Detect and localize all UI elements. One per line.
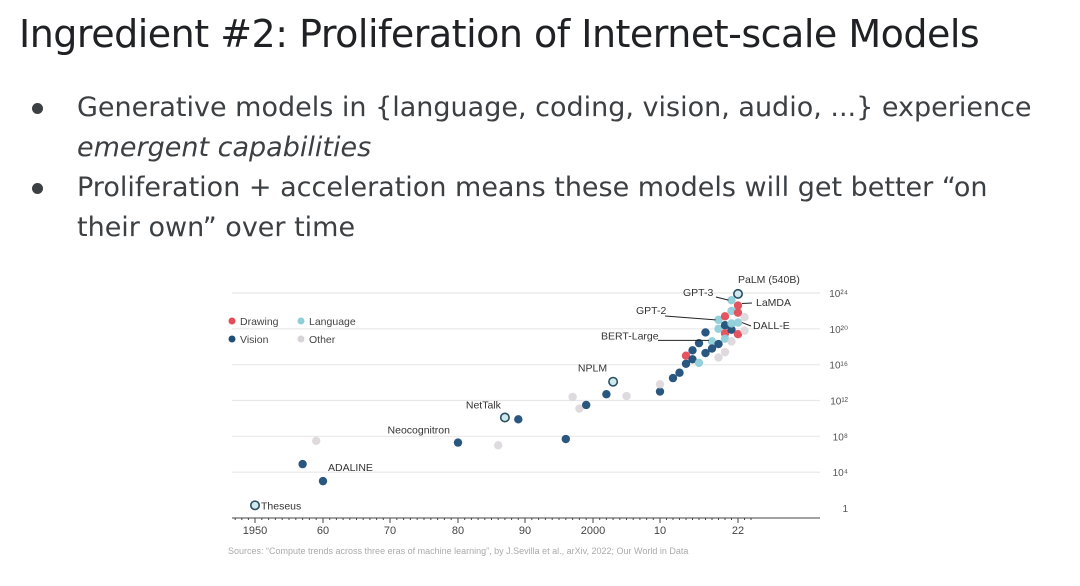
data-point xyxy=(720,334,730,343)
data-point xyxy=(622,391,631,401)
legend-label: Drawing xyxy=(240,316,279,328)
data-point xyxy=(714,315,723,325)
data-point xyxy=(453,438,463,447)
data-point xyxy=(681,351,691,360)
bullet-text: Proliferation + acceleration means these… xyxy=(77,172,988,243)
legend-label: Vision xyxy=(240,334,269,346)
data-point xyxy=(575,404,584,413)
data-point xyxy=(568,392,577,402)
data-point xyxy=(608,376,619,387)
x-tick-label: 90 xyxy=(519,525,531,537)
data-point xyxy=(514,415,523,424)
annotation-leader-line xyxy=(741,322,752,327)
data-point xyxy=(298,459,307,469)
data-point xyxy=(714,324,723,334)
x-tick-label: 80 xyxy=(452,525,464,537)
data-point xyxy=(727,306,736,316)
data-point xyxy=(733,308,743,317)
point-label: LaMDA xyxy=(756,297,791,309)
legend-swatch xyxy=(297,335,305,343)
point-label: NPLM xyxy=(578,363,607,375)
data-point xyxy=(720,347,730,357)
point-label: GPT-2 xyxy=(636,305,667,317)
x-tick-label: 22 xyxy=(732,525,744,537)
point-label: BERT-Large xyxy=(601,330,659,342)
y-tick-label: 10¹² xyxy=(830,397,848,408)
data-point xyxy=(733,301,743,310)
point-label: Theseus xyxy=(261,500,301,512)
data-point xyxy=(733,318,743,327)
x-tick-label: 2000 xyxy=(581,525,605,537)
x-tick-label: 1950 xyxy=(243,525,267,537)
point-label: Neocognitron xyxy=(388,425,451,437)
annotation-leader-line xyxy=(715,296,729,301)
data-point xyxy=(732,288,743,299)
data-point xyxy=(733,330,743,339)
x-tick-label: 70 xyxy=(384,525,396,537)
data-point xyxy=(740,312,749,322)
data-point xyxy=(727,319,736,328)
data-point xyxy=(727,325,736,334)
data-point xyxy=(602,390,611,399)
data-point xyxy=(727,337,736,346)
point-label: PaLM (540B) xyxy=(738,274,800,286)
annotation-leader-line xyxy=(664,315,716,321)
data-point xyxy=(668,373,678,383)
data-point xyxy=(655,380,665,389)
data-point xyxy=(720,321,730,330)
data-point xyxy=(582,400,591,410)
data-point xyxy=(714,339,723,349)
bullet-emphasis: emergent capabilities xyxy=(77,132,372,163)
y-tick-label: 10⁴ xyxy=(833,468,848,479)
data-point xyxy=(701,328,710,337)
y-tick-label: 10¹⁶ xyxy=(829,361,848,372)
x-tick-label: 10 xyxy=(654,525,666,537)
legend-swatch xyxy=(228,335,236,343)
data-point xyxy=(701,348,710,358)
data-point xyxy=(688,346,697,355)
data-point xyxy=(681,359,691,368)
data-point xyxy=(561,434,570,444)
data-point xyxy=(655,387,665,396)
legend-label: Language xyxy=(309,316,356,328)
bullet-text: Generative models in {language, coding, … xyxy=(77,92,1032,123)
annotation-leader-line xyxy=(741,302,753,305)
data-point xyxy=(740,326,749,335)
x-tick-label: 60 xyxy=(317,525,329,537)
chart-source-note: Sources: “Compute trends across three er… xyxy=(228,546,688,556)
data-point xyxy=(675,368,684,377)
point-label: GPT-3 xyxy=(683,287,714,299)
data-point xyxy=(727,295,736,305)
bullet-item: Generative models in {language, coding, … xyxy=(30,88,1050,168)
bullet-dot-icon xyxy=(32,183,43,194)
legend-swatch xyxy=(228,317,236,325)
y-tick-label: 10²⁰ xyxy=(830,325,848,336)
point-label: DALL-E xyxy=(753,320,790,332)
data-point xyxy=(494,441,503,450)
data-point xyxy=(707,344,717,353)
legend-swatch xyxy=(297,317,305,325)
y-tick-label: 10⁸ xyxy=(833,432,848,443)
data-point xyxy=(714,353,723,362)
data-point xyxy=(707,337,717,346)
legend-label: Other xyxy=(309,334,336,346)
point-label: ADALINE xyxy=(328,462,373,474)
data-point xyxy=(312,436,321,446)
data-point xyxy=(720,312,730,321)
data-point xyxy=(499,412,510,423)
y-tick-label: 10²⁴ xyxy=(829,289,848,300)
data-point xyxy=(250,500,261,511)
data-point xyxy=(688,355,697,364)
y-tick-label: 1 xyxy=(842,504,848,515)
data-point xyxy=(318,476,328,486)
slide-title: Ingredient #2: Proliferation of Internet… xyxy=(19,12,980,56)
point-label: NetTalk xyxy=(466,400,502,412)
bullet-dot-icon xyxy=(32,103,43,114)
bullet-item: Proliferation + acceleration means these… xyxy=(30,168,1050,248)
data-point xyxy=(694,338,704,348)
bullet-list: Generative models in {language, coding, … xyxy=(30,88,1050,248)
data-point xyxy=(694,358,704,368)
